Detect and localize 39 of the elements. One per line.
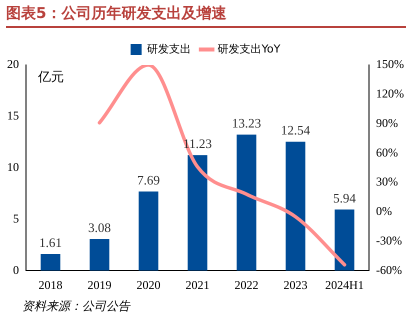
bar	[286, 142, 306, 271]
data-label: 7.69	[137, 172, 160, 188]
y-tick-label: 5	[13, 211, 19, 226]
chart-title: 图表5：公司历年研发支出及增速	[6, 4, 406, 28]
y2-tick-label: -30%	[376, 233, 402, 248]
y2-tick-label: 60%	[376, 145, 398, 160]
x-tick-label: 2024H1	[325, 278, 364, 292]
x-tick-label: 2020	[136, 278, 160, 292]
bar	[40, 254, 60, 271]
x-tick-label: 2022	[234, 278, 259, 292]
bar	[188, 155, 208, 271]
y2-tick-label: -60%	[376, 262, 402, 277]
data-label: 5.94	[333, 190, 356, 206]
annotation: 亿元	[37, 70, 64, 85]
bar	[334, 210, 354, 271]
bar	[236, 134, 256, 271]
y-tick-label: 20	[7, 57, 19, 72]
y2-tick-label: 0%	[376, 204, 392, 218]
y-tick-label: 0	[13, 262, 19, 277]
y2-tick-label: 30%	[376, 174, 398, 189]
legend-label: 研发支出YoY	[218, 42, 281, 56]
data-label: 3.08	[88, 220, 111, 235]
legend-label: 研发支出	[147, 42, 192, 56]
x-tick-label: 2018	[38, 278, 62, 292]
data-label: 12.54	[280, 122, 311, 138]
y-tick-label: 10	[7, 160, 19, 174]
data-label: 13.23	[232, 116, 262, 131]
bar	[138, 192, 158, 271]
x-tick-label: 2023	[284, 278, 308, 292]
x-tick-label: 2021	[186, 278, 210, 292]
x-tick-label: 2019	[88, 278, 112, 292]
bar	[90, 238, 110, 271]
text: 资料来源：公司公告	[22, 298, 130, 315]
y2-tick-label: 150%	[376, 57, 404, 72]
data-label: 11.23	[183, 136, 212, 152]
y2-tick-label: 120%	[376, 86, 404, 101]
y2-tick-label: 90%	[376, 116, 398, 130]
y-tick-label: 15	[7, 108, 19, 123]
data-label: 1.61	[39, 234, 62, 250]
